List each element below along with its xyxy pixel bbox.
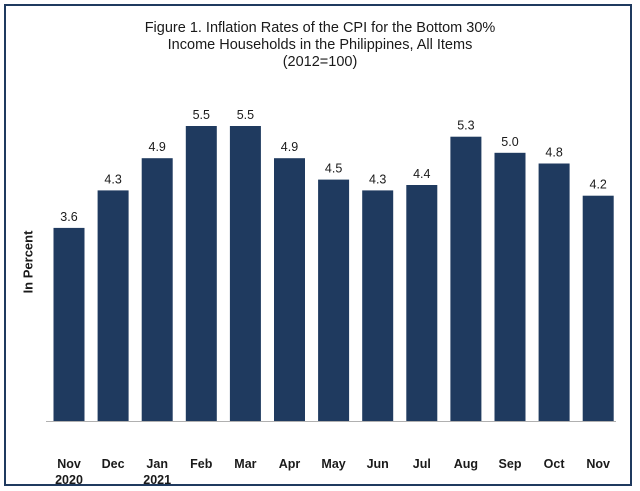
bar-11: [538, 163, 570, 421]
chart-title: Figure 1. Inflation Rates of the CPI for…: [0, 20, 640, 71]
x-tick-label-12: Nov: [586, 457, 610, 471]
bar-10: [494, 152, 526, 422]
x-tick-label-0: Nov: [57, 457, 81, 471]
x-tick-label-5: Apr: [279, 457, 301, 471]
bar-8: [406, 185, 438, 421]
bar-9: [450, 136, 482, 421]
data-label-8: 4.4: [413, 167, 430, 181]
data-label-11: 4.8: [545, 146, 562, 160]
x-tick-label-4: Mar: [234, 457, 256, 471]
data-label-5: 4.9: [281, 140, 298, 154]
bar-6: [318, 179, 350, 421]
x-tick-label-2: Jan: [146, 457, 168, 471]
bar-4: [229, 126, 261, 421]
x-tick-label-6: May: [321, 457, 345, 471]
x-tick-label-10: Sep: [499, 457, 522, 471]
x-tick-label-11: Oct: [544, 457, 566, 471]
bar-0: [53, 227, 85, 421]
bar-12: [582, 195, 614, 421]
data-label-0: 3.6: [60, 210, 77, 224]
data-label-3: 5.5: [193, 108, 210, 122]
data-label-1: 4.3: [104, 172, 121, 186]
data-label-4: 5.5: [237, 108, 254, 122]
data-label-9: 5.3: [457, 119, 474, 133]
data-label-10: 5.0: [501, 135, 518, 149]
x-tick-label-7: Jun: [367, 457, 389, 471]
x-tick-label-8: Jul: [413, 457, 431, 471]
data-label-2: 4.9: [149, 140, 166, 154]
x-tick-label-2-year: 2021: [143, 473, 171, 487]
chart-title-line-1: Figure 1. Inflation Rates of the CPI for…: [144, 20, 496, 36]
bar-2: [141, 158, 173, 421]
x-tick-label-9: Aug: [454, 457, 478, 471]
data-label-12: 4.2: [590, 178, 607, 192]
data-label-7: 4.3: [369, 172, 386, 186]
bar-5: [274, 158, 305, 421]
x-tick-label-1: Dec: [102, 457, 125, 471]
bar-3: [185, 126, 217, 421]
chart-title-line-3: (2012=100): [282, 54, 358, 70]
bar-1: [97, 190, 129, 421]
bar-7: [362, 190, 394, 421]
data-label-6: 4.5: [325, 162, 342, 176]
x-tick-label-0-year: 2020: [55, 473, 83, 487]
chart-title-line-2: Income Households in the Philippines, Al…: [167, 37, 473, 53]
x-tick-label-3: Feb: [190, 457, 213, 471]
